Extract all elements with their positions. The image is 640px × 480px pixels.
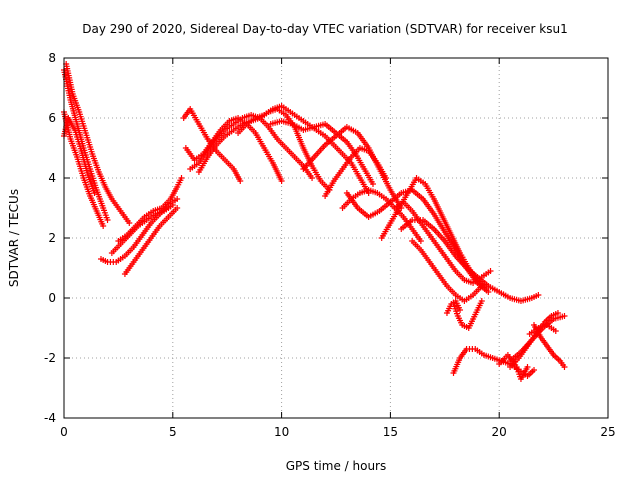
data-point — [478, 298, 485, 304]
series-pass-11 — [187, 112, 316, 181]
y-tick-label: 0 — [48, 291, 56, 305]
data-point — [561, 364, 568, 370]
y-tick-label: 4 — [48, 171, 56, 185]
y-tick-label: 2 — [48, 231, 56, 245]
series-pass-8 — [115, 175, 185, 244]
data-point — [174, 196, 181, 202]
x-tick-label: 5 — [169, 425, 177, 439]
data-point — [174, 205, 181, 211]
series-pass-22 — [409, 238, 485, 304]
y-axis-label: SDTVAR / TECUs — [7, 189, 21, 287]
y-tick-label: -4 — [44, 411, 56, 425]
series-pass-24 — [450, 298, 485, 331]
series-pass-20 — [391, 199, 494, 286]
y-tick-label: 6 — [48, 111, 56, 125]
series-pass-21 — [398, 217, 542, 304]
x-tick-label: 10 — [274, 425, 289, 439]
data-point — [554, 310, 561, 316]
y-tick-labels: -4 -2 0 2 4 6 8 — [44, 51, 56, 425]
series-pass-2 — [61, 109, 107, 229]
data-point — [552, 328, 559, 334]
x-axis-label: GPS time / hours — [286, 459, 387, 473]
series-pass-16 — [322, 145, 390, 199]
series-pass-29 — [531, 322, 568, 370]
data-point — [178, 175, 185, 181]
data-point — [278, 178, 285, 184]
data-point — [169, 202, 176, 208]
data-point — [524, 364, 531, 370]
y-tick-label: -2 — [44, 351, 56, 365]
x-tick-label: 20 — [492, 425, 507, 439]
x-tick-labels: 0 5 10 15 20 25 — [60, 425, 615, 439]
series-pass-30 — [526, 322, 559, 337]
data-point — [237, 178, 244, 184]
data-point — [561, 313, 568, 319]
chart-title: Day 290 of 2020, Sidereal Day-to-day VTE… — [82, 22, 567, 36]
data-point — [531, 367, 538, 373]
data-point — [91, 190, 98, 196]
x-tick-label: 25 — [600, 425, 615, 439]
series-pass-7 — [121, 205, 181, 277]
x-tick-label: 15 — [383, 425, 398, 439]
x-tick-label: 0 — [60, 425, 68, 439]
data-series — [61, 61, 568, 382]
data-point — [457, 307, 464, 313]
series-pass-4 — [61, 115, 98, 196]
data-point — [100, 223, 107, 229]
data-point — [309, 175, 316, 181]
series-pass-3 — [63, 61, 133, 226]
data-point — [535, 292, 542, 298]
data-point — [417, 238, 424, 244]
data-point — [126, 220, 133, 226]
data-point — [104, 217, 111, 223]
plot-frame — [63, 57, 609, 419]
data-point — [383, 175, 390, 181]
data-point — [369, 181, 376, 187]
data-point — [487, 268, 494, 274]
y-tick-label: 8 — [48, 51, 56, 65]
data-point — [478, 283, 485, 289]
